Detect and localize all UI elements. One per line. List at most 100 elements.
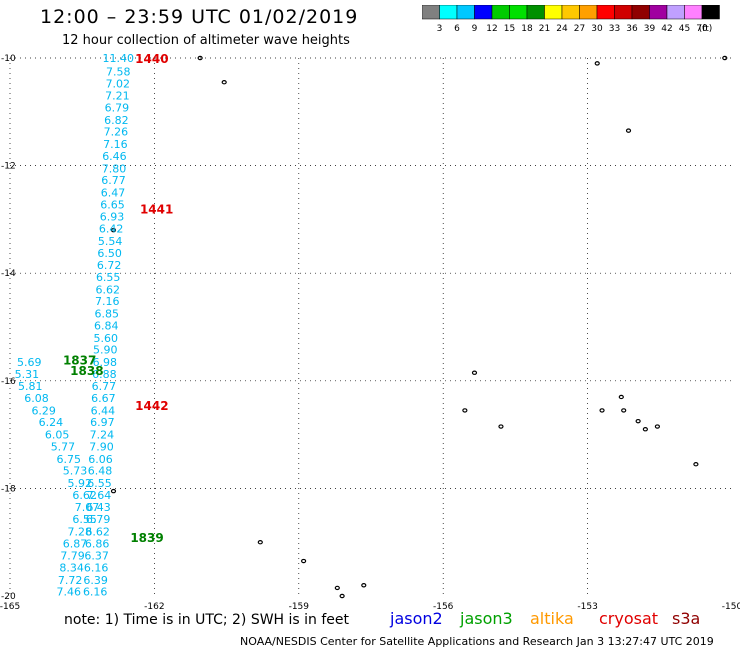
wave-height-value: 6.79 bbox=[105, 101, 130, 114]
wave-height-value: 6.48 bbox=[88, 465, 113, 478]
island-outline bbox=[621, 408, 627, 413]
wave-height-value: 6.46 bbox=[102, 150, 127, 163]
latitude-tick-label: -20 bbox=[1, 592, 16, 602]
island-outline bbox=[722, 55, 728, 61]
color-scale-label: 15 bbox=[504, 24, 515, 34]
wave-height-value: 7.80 bbox=[102, 162, 127, 175]
color-scale-label: 21 bbox=[539, 24, 550, 34]
latitude-tick-label: -12 bbox=[1, 162, 16, 172]
pass-time-label: 1440 bbox=[135, 52, 168, 66]
wave-height-value: 6.55 bbox=[96, 271, 121, 284]
wave-height-value: 6.77 bbox=[101, 174, 126, 187]
wave-height-value: 6.72 bbox=[97, 259, 122, 272]
island-outline bbox=[498, 424, 504, 429]
wave-height-value: 6.79 bbox=[86, 513, 111, 526]
wave-height-value: 5.60 bbox=[94, 332, 119, 345]
wave-height-value: 7.58 bbox=[106, 65, 131, 78]
wave-height-value: 7.26 bbox=[104, 126, 129, 139]
color-scale-label: 6 bbox=[454, 24, 460, 34]
legend-altika: altika bbox=[530, 609, 574, 628]
wave-height-value: 6.24 bbox=[39, 416, 64, 429]
island-outline bbox=[693, 461, 699, 467]
color-scale-label: 24 bbox=[556, 24, 568, 34]
color-scale-label: 9 bbox=[472, 24, 478, 34]
wave-height-value: 5.73 bbox=[63, 465, 88, 478]
longitude-tick-label: -153 bbox=[577, 602, 597, 612]
island-outline bbox=[642, 427, 648, 432]
longitude-tick-label: -165 bbox=[0, 602, 20, 612]
wave-height-value: 6.87 bbox=[63, 537, 88, 550]
color-scale-label: 45 bbox=[679, 24, 690, 34]
wave-height-value: 6.47 bbox=[101, 187, 126, 200]
wave-height-value: 5.81 bbox=[18, 380, 43, 393]
island-outline bbox=[110, 488, 117, 494]
wave-height-value: 5.31 bbox=[15, 368, 40, 381]
wave-height-value: 7.46 bbox=[56, 586, 81, 599]
pass-time-label: 1837 bbox=[63, 353, 96, 367]
wave-height-value: 6.55 bbox=[87, 477, 112, 490]
island-outline bbox=[625, 128, 632, 133]
wave-height-value: 6.55 bbox=[72, 513, 97, 526]
island-outline bbox=[334, 585, 340, 591]
wave-height-value: 6.50 bbox=[97, 247, 122, 260]
legend-jason2: jason2 bbox=[390, 609, 443, 628]
longitude-tick-label: -156 bbox=[433, 602, 454, 612]
wave-height-value: 6.75 bbox=[56, 453, 81, 466]
wave-height-value: 6.93 bbox=[100, 211, 125, 224]
legend-cryosat: cryosat bbox=[599, 609, 659, 628]
wave-height-value: 6.44 bbox=[91, 404, 116, 417]
wave-height-value: 5.92 bbox=[68, 477, 93, 490]
wave-height-value: 7.72 bbox=[58, 574, 83, 587]
credit-line: NOAA/NESDIS Center for Satellite Applica… bbox=[240, 635, 714, 648]
wave-height-value: 6.43 bbox=[86, 501, 111, 514]
wave-height-value: 6.77 bbox=[92, 380, 117, 393]
wave-height-value: 6.62 bbox=[95, 283, 120, 296]
wave-height-value: 6.37 bbox=[84, 550, 109, 563]
color-scale-label: 27 bbox=[574, 24, 585, 34]
island-outline bbox=[301, 558, 307, 564]
wave-height-value: 6.85 bbox=[94, 308, 119, 321]
footer-note: note: 1) Time is in UTC; 2) SWH is in fe… bbox=[64, 612, 350, 628]
color-scale-label: 18 bbox=[521, 24, 533, 34]
pass-time-label: 1839 bbox=[130, 531, 163, 545]
pass-time-label: 1442 bbox=[135, 399, 168, 413]
island-outline bbox=[471, 370, 478, 375]
island-outline bbox=[462, 408, 468, 413]
color-scale-label: 12 bbox=[486, 24, 497, 34]
island-outline bbox=[339, 593, 345, 599]
pass-time-label: 1838 bbox=[70, 364, 103, 378]
longitude-tick-label: -162 bbox=[144, 602, 164, 612]
color-scale-label: 42 bbox=[661, 24, 672, 34]
wave-height-value: 6.84 bbox=[94, 319, 119, 332]
latitude-tick-label: -14 bbox=[1, 269, 16, 279]
wave-height-map: -165 -162 -159 -156 -153 -150 -10 -12 -14 -16 -18 -… bbox=[0, 52, 740, 612]
island-outline bbox=[197, 55, 203, 61]
color-scale-label: 30 bbox=[591, 24, 603, 34]
island-outline bbox=[361, 583, 367, 588]
wave-height-value: 6.08 bbox=[24, 392, 49, 405]
page-title: 12:00 – 23:59 UTC 01/02/2019 bbox=[40, 6, 359, 28]
wave-height-value: 6.98 bbox=[93, 356, 118, 369]
wave-height-value: 7.90 bbox=[89, 440, 114, 453]
longitude-tick-label: -150 bbox=[722, 602, 740, 612]
wave-height-value: 6.97 bbox=[90, 416, 115, 429]
latitude-tick-label: -18 bbox=[1, 484, 16, 494]
legend-s3a: s3a bbox=[672, 609, 701, 628]
color-scale-label: 36 bbox=[626, 24, 638, 34]
wave-height-value: 7.28 bbox=[68, 525, 93, 538]
wave-height-value: 6.65 bbox=[100, 198, 125, 211]
wave-height-value: 6.29 bbox=[31, 404, 56, 417]
wave-height-value: 5.77 bbox=[51, 440, 76, 453]
wave-height-value: 7.79 bbox=[60, 550, 85, 563]
wave-height-value: 7.16 bbox=[95, 295, 120, 308]
island-outline bbox=[221, 80, 227, 85]
island-outline bbox=[110, 227, 117, 233]
wave-height-value: 6.88 bbox=[92, 368, 117, 381]
wave-height-value: 6.39 bbox=[83, 574, 108, 587]
wave-height-value: 6.62 bbox=[85, 525, 110, 538]
wave-height-value: 6.16 bbox=[83, 586, 108, 599]
island-outline bbox=[654, 424, 660, 429]
legend-jason3: jason3 bbox=[460, 609, 513, 628]
wave-height-value: 7.16 bbox=[103, 138, 128, 151]
color-scale-label: 3 bbox=[437, 24, 443, 34]
